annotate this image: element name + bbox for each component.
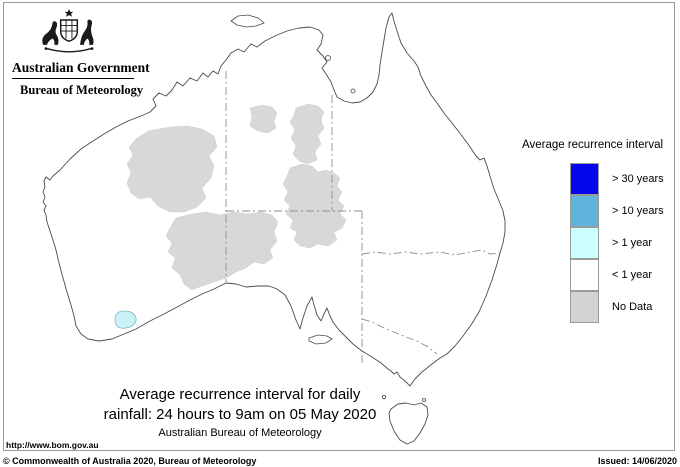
caption-subtitle: Australian Bureau of Meteorology bbox=[158, 427, 322, 439]
legend-label: > 30 years bbox=[612, 173, 664, 185]
legend-swatch-gt-10-years bbox=[570, 194, 599, 227]
legend-item-gt-1-year: > 1 year bbox=[570, 226, 664, 259]
legend-item-gt-30-years: > 30 years bbox=[570, 162, 664, 195]
legend-item-no-data: No Data bbox=[570, 290, 664, 323]
caption-title-line2: rainfall: 24 hours to 9am on 05 May 2020 bbox=[103, 406, 377, 423]
islands bbox=[230, 14, 429, 445]
caption-title-line1: Average recurrence interval for daily bbox=[119, 386, 361, 403]
legend-swatch-gt-30-years bbox=[570, 162, 599, 195]
copyright-text: © Commonwealth of Australia 2020, Bureau… bbox=[3, 456, 257, 466]
australia-map-canvas bbox=[42, 12, 506, 445]
legend-label: > 1 year bbox=[612, 237, 653, 249]
legend-label: No Data bbox=[612, 301, 653, 313]
legend-title: Average recurrence interval bbox=[522, 139, 664, 151]
legend-swatch-gt-1-year bbox=[570, 226, 599, 259]
no-data-regions bbox=[126, 103, 347, 291]
legend-swatch-lt-1-year bbox=[570, 258, 599, 291]
ari-gt-1-year-region bbox=[114, 310, 137, 329]
footer-bar: © Commonwealth of Australia 2020, Bureau… bbox=[0, 453, 680, 467]
australia-mainland-outline bbox=[42, 12, 506, 387]
legend-item-gt-10-years: > 10 years bbox=[570, 194, 664, 227]
legend-label: < 1 year bbox=[612, 269, 653, 281]
state-borders bbox=[225, 71, 501, 364]
bom-url-text: http://www.bom.gov.au bbox=[6, 440, 99, 450]
issued-date-text: Issued: 14/06/2020 bbox=[597, 456, 677, 466]
legend-item-lt-1-year: < 1 year bbox=[570, 258, 664, 291]
map-caption: Average recurrence interval for daily ra… bbox=[72, 386, 408, 439]
legend-swatch-no-data bbox=[570, 290, 599, 323]
coat-of-arms-icon bbox=[42, 8, 94, 53]
logo-divider bbox=[12, 78, 134, 79]
legend-label: > 10 years bbox=[612, 205, 664, 217]
logo-bureau-text: Bureau of Meteorology bbox=[20, 83, 144, 97]
logo-government-text: Australian Government bbox=[12, 60, 150, 75]
legend: > 30 years > 10 years > 1 year < 1 year … bbox=[570, 162, 664, 323]
